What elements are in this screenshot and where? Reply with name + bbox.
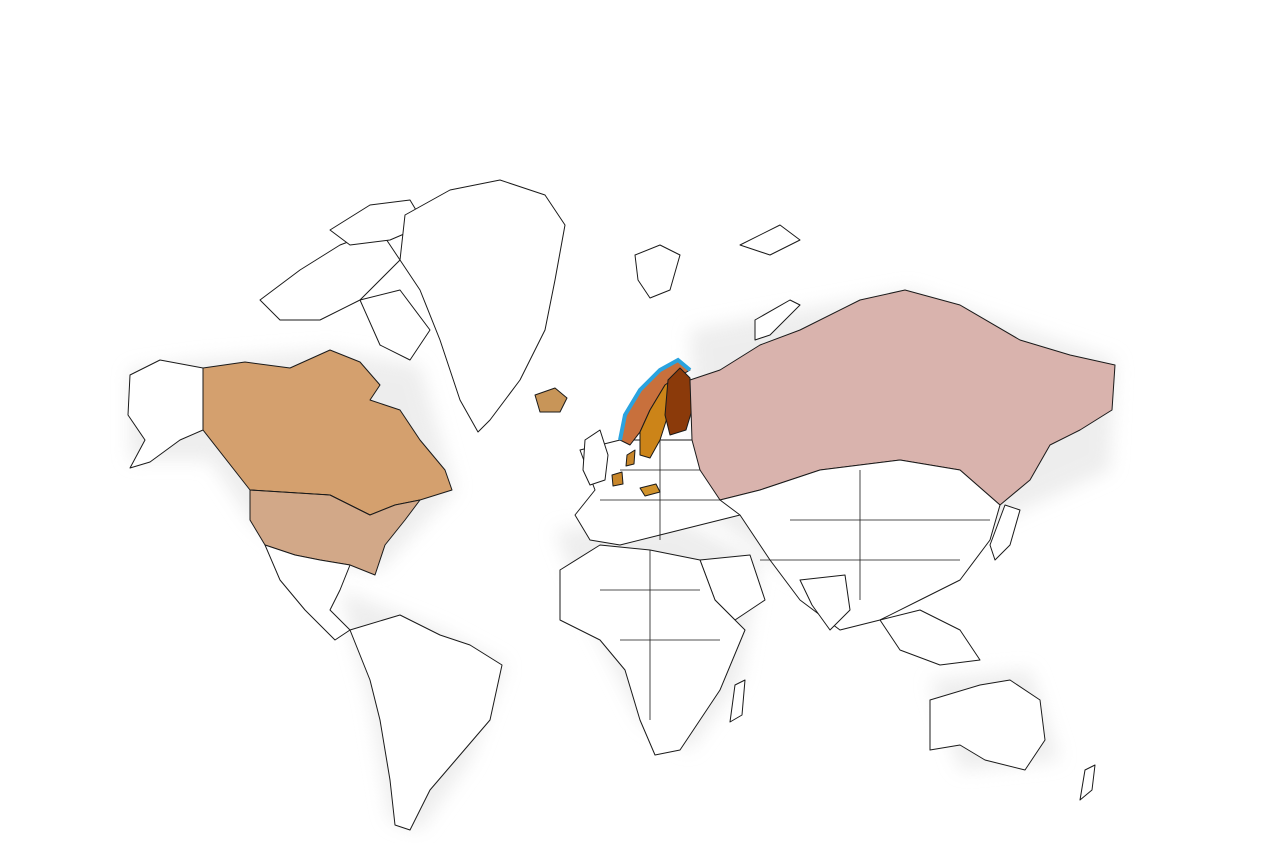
netherlands xyxy=(611,471,624,487)
africa xyxy=(559,544,746,756)
southeast-asia xyxy=(879,609,981,666)
country-borders xyxy=(249,440,990,720)
greenland xyxy=(399,179,566,433)
arctic-islands xyxy=(259,199,801,361)
denmark xyxy=(625,449,636,467)
madagascar xyxy=(729,679,746,723)
alaska xyxy=(127,359,204,469)
mexico-central-america xyxy=(264,544,351,641)
iceland xyxy=(534,387,568,413)
india xyxy=(799,574,851,631)
japan xyxy=(989,504,1021,561)
novaya-zemlya xyxy=(754,299,801,341)
finland xyxy=(664,367,693,436)
norway-coast-outline xyxy=(618,357,692,441)
uk xyxy=(582,429,609,486)
australia xyxy=(929,679,1046,771)
new-zealand xyxy=(1079,764,1096,801)
south-america xyxy=(349,614,503,831)
svalbard xyxy=(634,244,681,299)
